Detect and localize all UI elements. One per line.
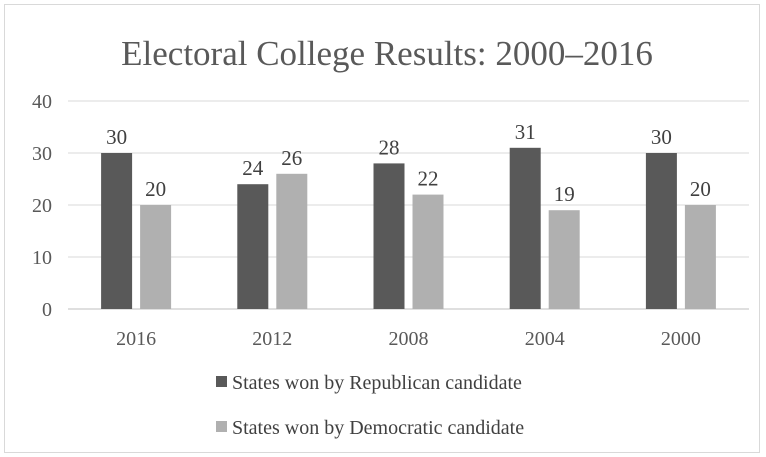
- legend-swatch: [216, 376, 227, 387]
- y-tick-label: 10: [32, 247, 52, 269]
- bar-2008-democratic: [412, 194, 444, 309]
- x-category-label: 2008: [389, 328, 429, 350]
- bar-2004-republican: [509, 147, 541, 309]
- bar-2016-republican: [101, 153, 133, 309]
- y-tick-label: 30: [32, 143, 52, 165]
- x-category-label: 2004: [525, 328, 565, 350]
- chart-title: Electoral College Results: 2000–2016: [121, 34, 653, 73]
- x-category-label: 2000: [661, 328, 701, 350]
- legend: States won by Republican candidate States…: [216, 372, 524, 439]
- data-label: 22: [418, 167, 439, 191]
- x-category-label: 2016: [116, 328, 156, 350]
- data-label: 26: [281, 146, 302, 170]
- data-label: 20: [145, 177, 166, 201]
- x-category-label: 2012: [252, 328, 292, 350]
- bar-2004-democratic: [548, 210, 580, 309]
- bar-2016-democratic: [140, 205, 172, 309]
- y-tick-label: 40: [32, 91, 52, 113]
- legend-label: States won by Republican candidate: [232, 372, 522, 394]
- bar-2012-republican: [237, 184, 269, 309]
- bar-2008-republican: [373, 163, 405, 309]
- data-label: 28: [379, 135, 400, 159]
- y-tick-label: 20: [32, 195, 52, 217]
- bars: [101, 147, 716, 309]
- gridlines: [68, 100, 749, 310]
- bar-2000-democratic: [684, 205, 716, 309]
- data-label: 20: [690, 177, 711, 201]
- legend-label: States won by Democratic candidate: [232, 417, 524, 439]
- y-tick-label: 0: [42, 299, 52, 321]
- y-axis: 0 10 20 30 40: [32, 91, 52, 321]
- data-label: 30: [651, 125, 672, 149]
- x-axis: 2016 2012 2008 2004 2000: [116, 328, 701, 350]
- bar-2000-republican: [645, 153, 677, 309]
- bar-2012-democratic: [276, 173, 308, 309]
- data-label: 30: [106, 125, 127, 149]
- data-label: 24: [242, 156, 264, 180]
- data-labels: 30 20 24 26 28 22 31 19 30 20: [106, 120, 711, 206]
- data-label: 19: [554, 182, 575, 206]
- data-label: 31: [515, 120, 536, 144]
- legend-swatch: [216, 421, 227, 432]
